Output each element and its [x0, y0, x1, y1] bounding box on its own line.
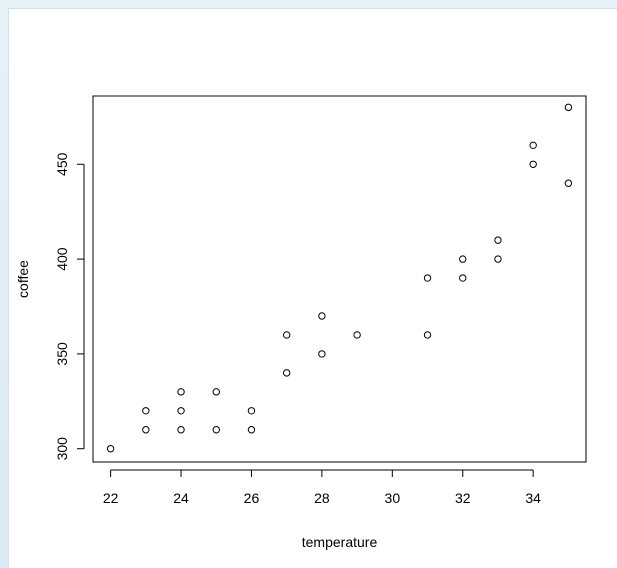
x-tick-label: 22: [103, 490, 119, 506]
data-point: [354, 332, 360, 338]
data-point: [283, 370, 289, 376]
data-point: [460, 256, 466, 262]
y-tick-label: 400: [54, 247, 70, 271]
data-point: [530, 161, 536, 167]
y-axis-label: coffee: [15, 260, 31, 298]
data-point: [248, 427, 254, 433]
data-point: [107, 446, 113, 452]
data-point: [178, 389, 184, 395]
data-point: [565, 180, 571, 186]
data-point: [213, 389, 219, 395]
plot-layer: 22 24 26 28 30 32 34 300 350 400 450: [54, 96, 586, 506]
data-point: [565, 104, 571, 110]
data-point: [530, 142, 536, 148]
data-point: [495, 256, 501, 262]
data-point: [424, 275, 430, 281]
y-tick-label: 350: [54, 342, 70, 366]
x-tick-label: 30: [385, 490, 401, 506]
data-point: [495, 237, 501, 243]
data-point: [178, 427, 184, 433]
x-tick-label: 24: [173, 490, 189, 506]
x-tick-label: 28: [314, 490, 330, 506]
x-tick-label: 32: [455, 490, 471, 506]
data-point: [319, 351, 325, 357]
data-point: [143, 427, 149, 433]
x-tick-label: 34: [525, 490, 541, 506]
data-point: [460, 275, 466, 281]
x-tick-label: 26: [244, 490, 260, 506]
data-point: [319, 313, 325, 319]
y-tick-label: 300: [54, 437, 70, 461]
data-point: [248, 408, 254, 414]
data-point: [143, 408, 149, 414]
x-axis-label: temperature: [302, 534, 378, 550]
data-point: [283, 332, 289, 338]
data-point: [424, 332, 430, 338]
y-tick-label: 450: [54, 152, 70, 176]
data-point: [213, 427, 219, 433]
plot-frame: [93, 96, 586, 462]
data-point: [178, 408, 184, 414]
